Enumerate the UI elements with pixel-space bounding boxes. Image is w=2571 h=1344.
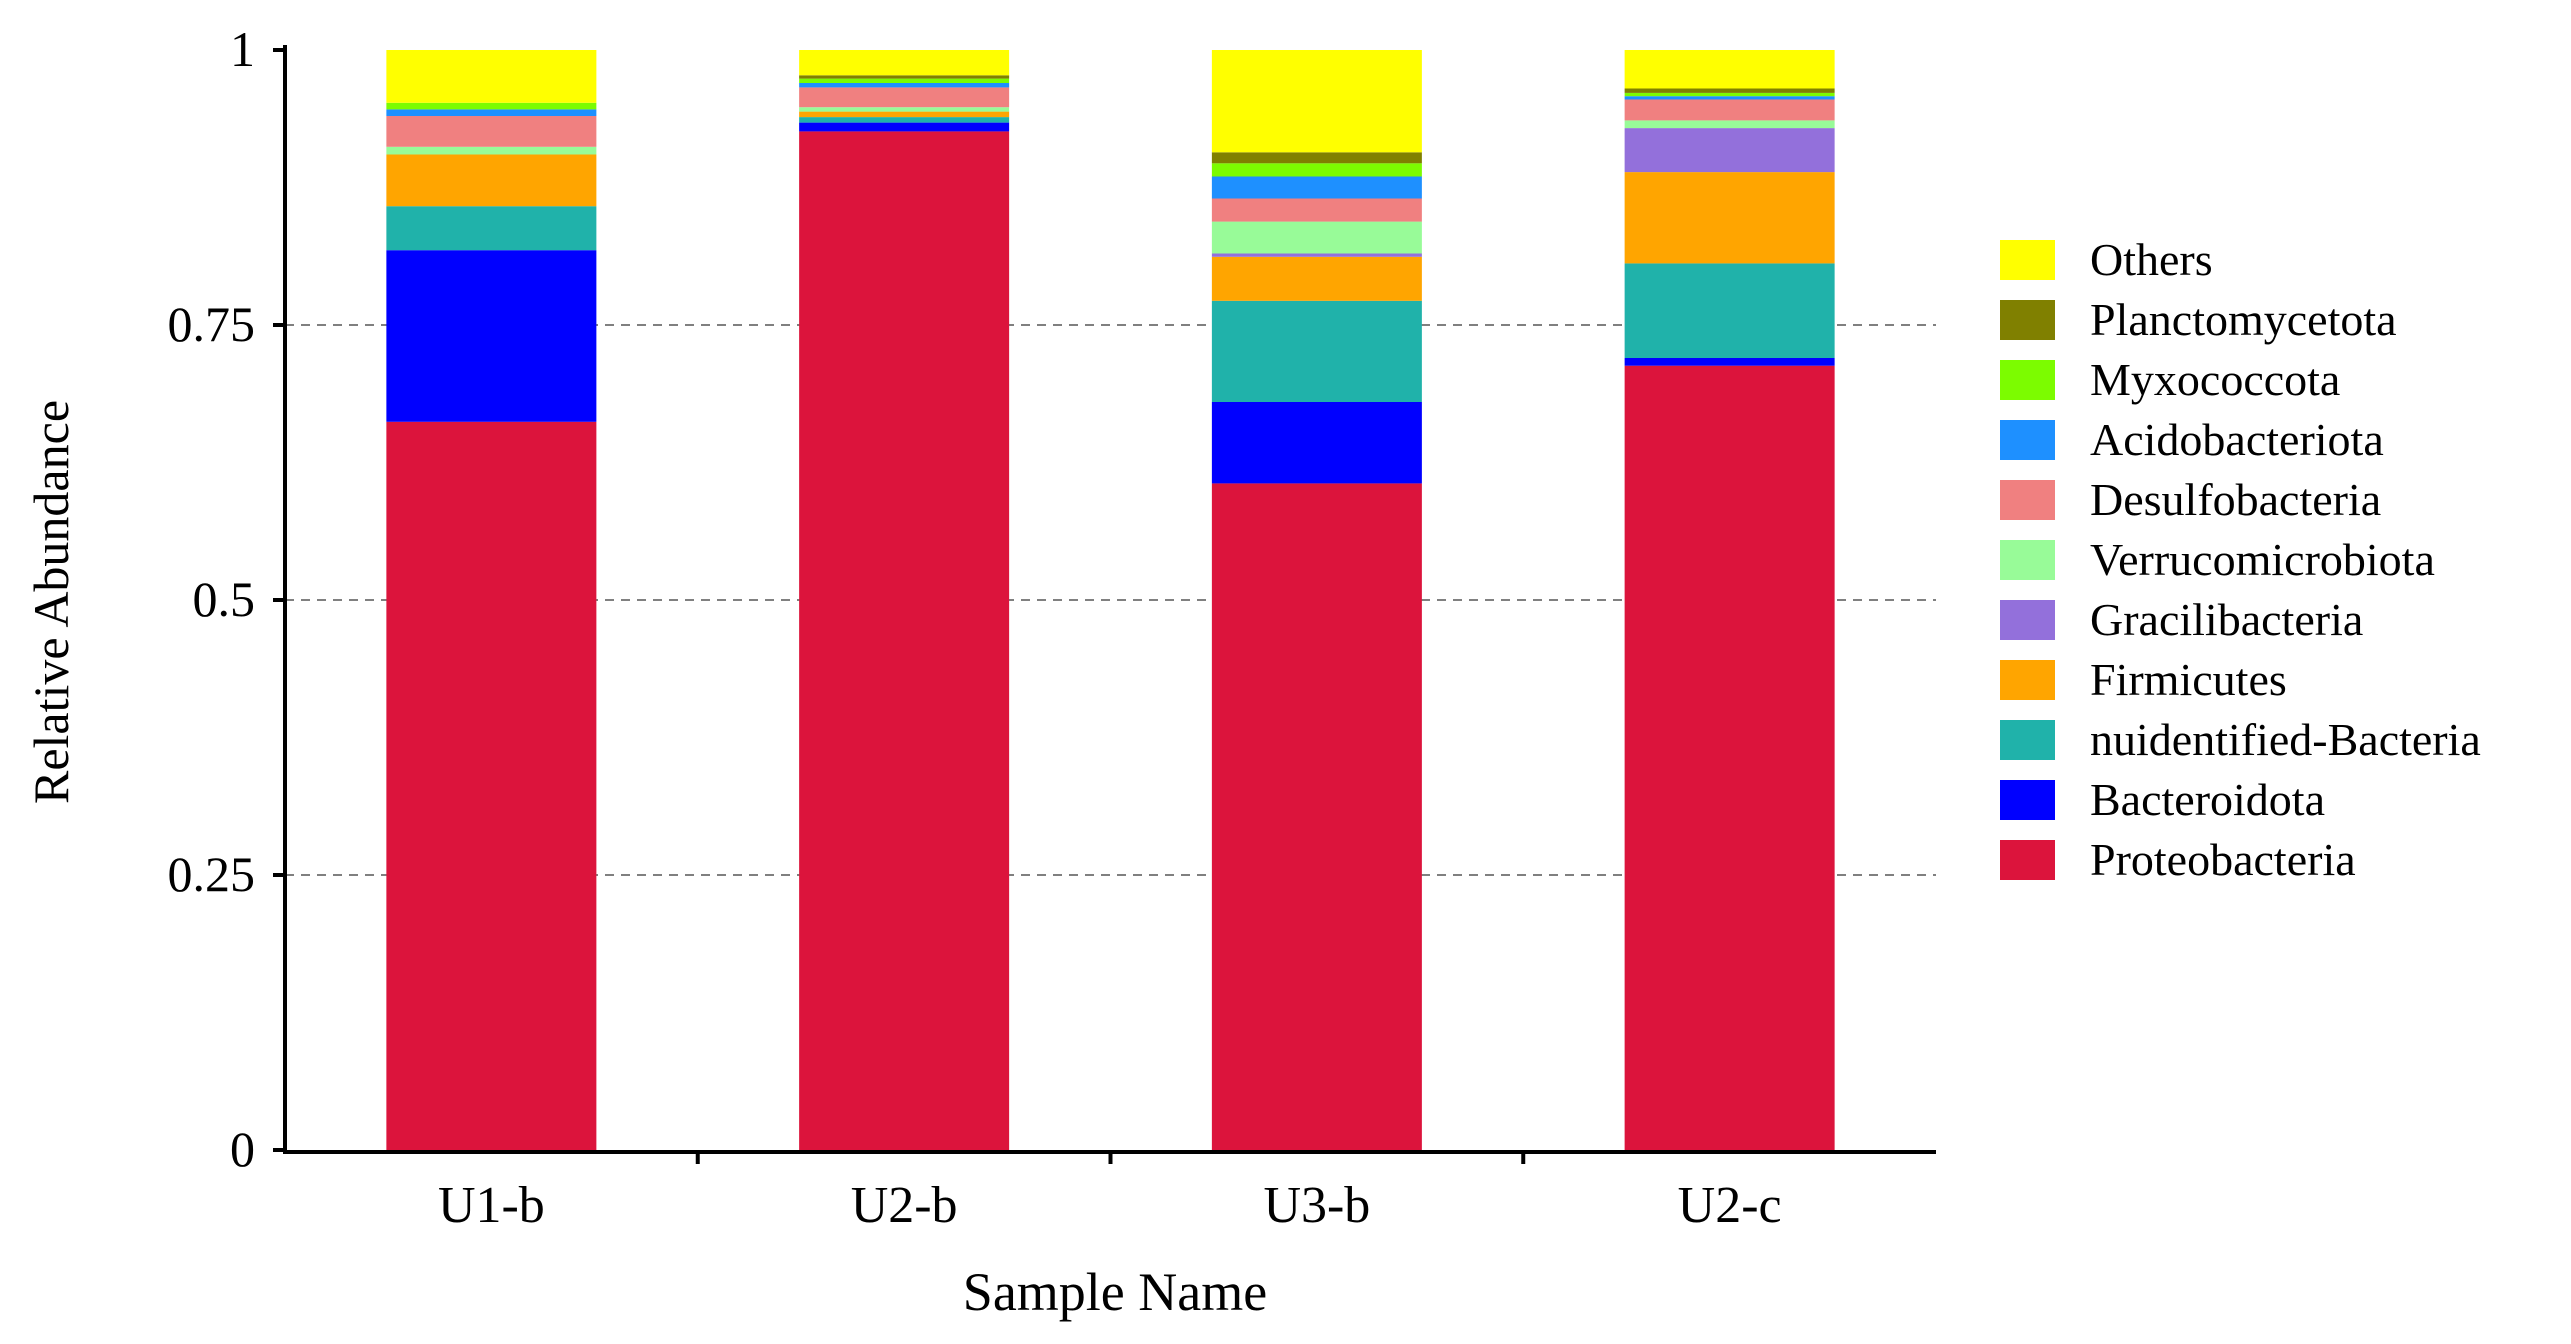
- bar-segment: [1211, 402, 1422, 484]
- bar-segment: [1624, 99, 1835, 121]
- legend-label: Gracilibacteria: [2090, 594, 2363, 645]
- bar-segment: [799, 131, 1010, 1150]
- legend-swatch: [2000, 720, 2055, 760]
- legend-label: Verrucomicrobiota: [2090, 534, 2435, 585]
- legend-swatch: [2000, 600, 2055, 640]
- y-axis-title: Relative Abundance: [23, 400, 79, 804]
- bar-segment: [386, 109, 597, 116]
- y-tick-label: 0.25: [168, 846, 256, 902]
- legend-label: Proteobacteria: [2090, 834, 2356, 885]
- bar-segment: [1624, 120, 1835, 129]
- x-ticks: U1-b U2-b U3-b U2-c: [438, 1150, 1782, 1234]
- legend-label: nuidentified-Bacteria: [2090, 714, 2481, 765]
- y-tick-label: 1: [230, 21, 255, 77]
- legend-label: Myxococcota: [2090, 354, 2340, 405]
- bar-segment: [386, 50, 597, 103]
- x-axis-title: Sample Name: [963, 1262, 1267, 1322]
- legend-swatch: [2000, 540, 2055, 580]
- legend: Others Planctomycetota Myxococcota Acidobac…: [2000, 234, 2481, 885]
- bar-segment: [799, 50, 1010, 76]
- legend-label: Others: [2090, 234, 2213, 285]
- legend-swatch: [2000, 480, 2055, 520]
- bar-segment: [1211, 176, 1422, 199]
- bars: [386, 50, 1835, 1150]
- bar-segment: [799, 75, 1010, 79]
- legend-swatch: [2000, 420, 2055, 460]
- bar-segment: [799, 107, 1010, 112]
- bar-segment: [799, 122, 1010, 132]
- bar-segment: [799, 78, 1010, 83]
- bar-segment: [386, 250, 597, 422]
- bar-segment: [1211, 253, 1422, 257]
- legend-label: Planctomycetota: [2090, 294, 2397, 345]
- legend-swatch: [2000, 360, 2055, 400]
- bar-segment: [1211, 198, 1422, 222]
- bar-segment: [1211, 300, 1422, 402]
- x-category-label: U2-b: [851, 1177, 958, 1234]
- bar-segment: [386, 146, 597, 155]
- bar-segment: [1624, 96, 1835, 100]
- x-category-label: U3-b: [1263, 1177, 1370, 1234]
- legend-swatch: [2000, 660, 2055, 700]
- x-category-label: U1-b: [438, 1177, 545, 1234]
- bar-segment: [1624, 358, 1835, 366]
- bar-segment: [799, 117, 1010, 123]
- legend-swatch: [2000, 840, 2055, 880]
- bar-segment: [1624, 172, 1835, 264]
- bar-segment: [1211, 50, 1422, 153]
- bar-segment: [1624, 92, 1835, 97]
- y-ticks: 0 0.25 0.5 0.75 1: [168, 21, 285, 1177]
- bar-segment: [1624, 50, 1835, 89]
- y-tick-label: 0: [230, 1121, 255, 1177]
- y-tick-label: 0.5: [193, 571, 256, 627]
- bar-segment: [799, 83, 1010, 88]
- y-tick-label: 0.75: [168, 296, 256, 352]
- legend-label: Firmicutes: [2090, 654, 2287, 705]
- bar-segment: [1624, 128, 1835, 173]
- bar-segment: [1211, 163, 1422, 177]
- bar-segment: [1624, 365, 1835, 1150]
- bar-segment: [799, 87, 1010, 108]
- legend-label: Bacteroidota: [2090, 774, 2325, 825]
- bar-segment: [386, 421, 597, 1150]
- legend-label: Desulfobacteria: [2090, 474, 2381, 525]
- legend-swatch: [2000, 780, 2055, 820]
- legend-label: Acidobacteriota: [2090, 414, 2384, 465]
- bar-segment: [386, 102, 597, 110]
- bar-segment: [799, 111, 1010, 118]
- legend-swatch: [2000, 240, 2055, 280]
- legend-swatch: [2000, 300, 2055, 340]
- bar-segment: [386, 206, 597, 251]
- bar-segment: [1211, 152, 1422, 164]
- bar-segment: [386, 154, 597, 207]
- bar-segment: [1624, 263, 1835, 358]
- bar-segment: [1211, 483, 1422, 1150]
- bar-segment: [1211, 221, 1422, 254]
- bar-segment: [1624, 88, 1835, 93]
- bar-segment: [386, 116, 597, 147]
- bar-segment: [1211, 256, 1422, 301]
- x-category-label: U2-c: [1678, 1177, 1782, 1234]
